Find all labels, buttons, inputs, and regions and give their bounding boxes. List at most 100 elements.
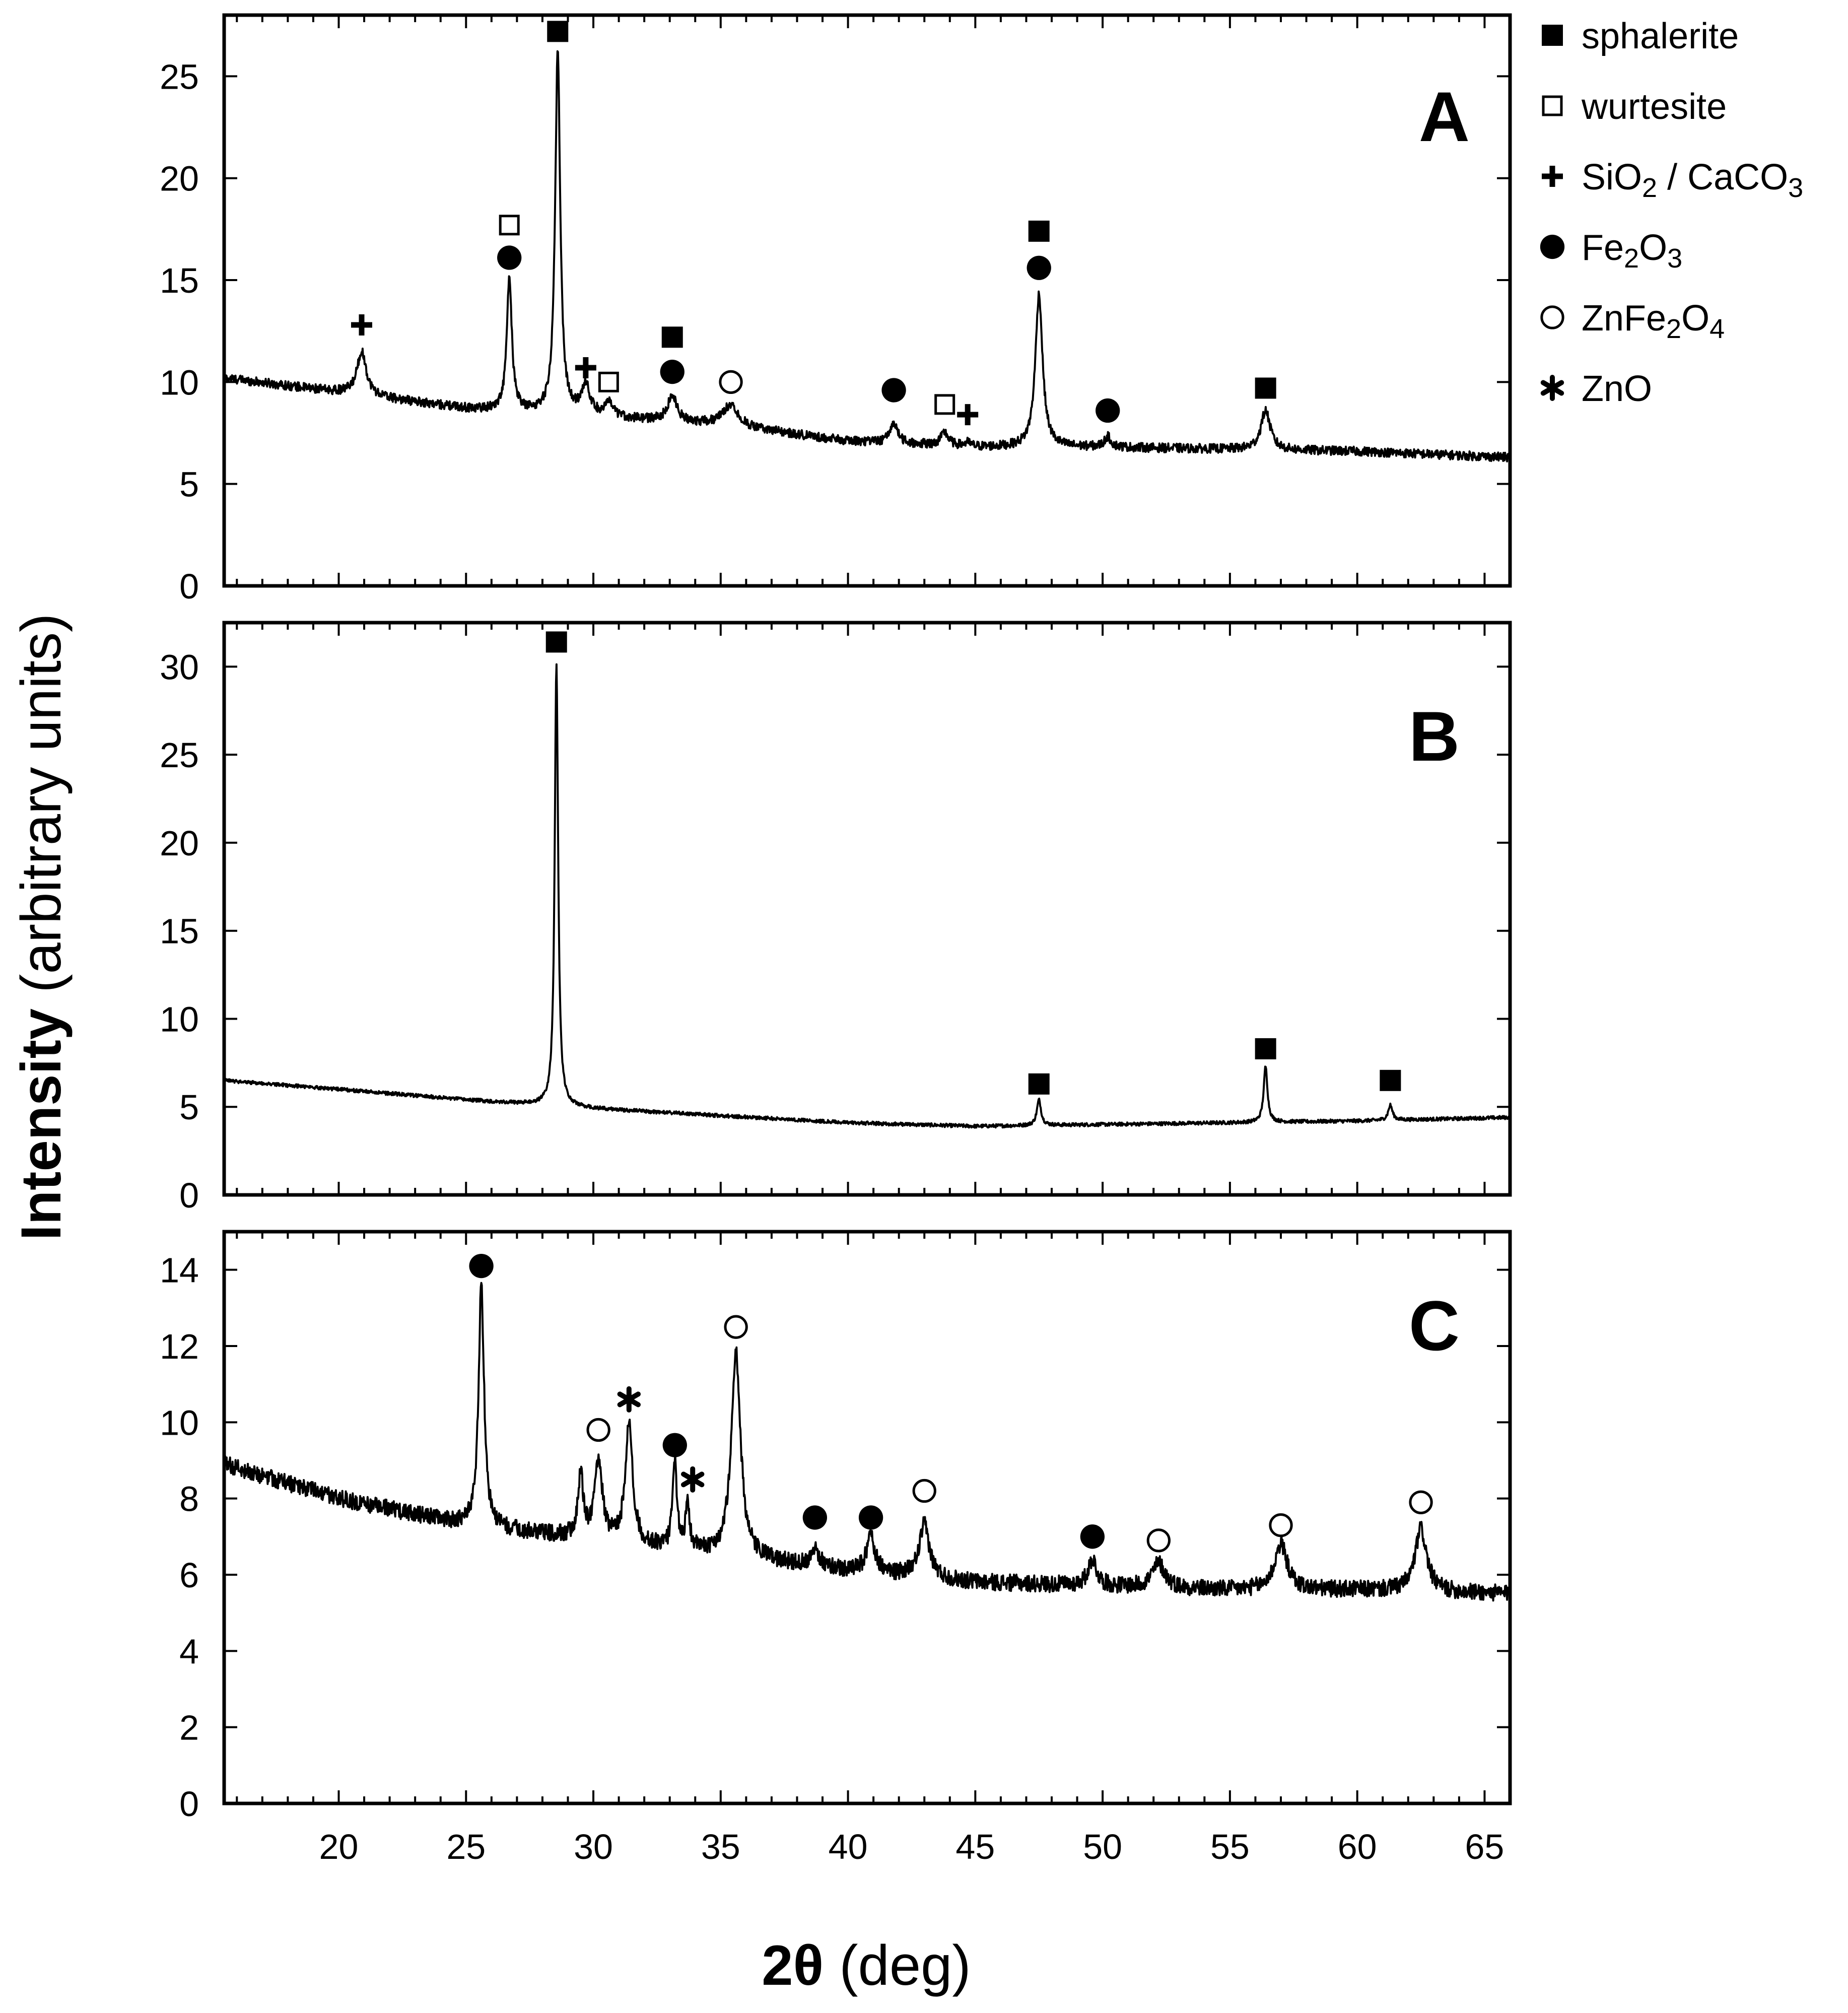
panel-b: 0 5 10 15 20 25 30 B <box>160 621 1512 1215</box>
x-tick-label: 30 <box>574 1827 613 1866</box>
legend-item: wurtesite <box>1542 87 1727 127</box>
x-axis-title-rest: (deg) <box>824 1934 971 1997</box>
phase-marker-open-circle <box>1146 1528 1171 1553</box>
y-tick-label: 25 <box>160 57 199 96</box>
y-tick-label: 6 <box>179 1556 199 1595</box>
phase-marker-plus <box>575 357 596 379</box>
phase-marker-open-circle <box>586 1418 610 1442</box>
legend-subscript: 2 <box>1624 243 1639 274</box>
phase-marker-plus <box>351 314 372 336</box>
y-tick-label: 0 <box>179 1176 199 1215</box>
phase-marker-filled-circle <box>802 1505 828 1530</box>
legend-text-part: O <box>1681 298 1709 339</box>
panel-c: 0 2 4 6 8 10 12 14 20 25 30 35 40 45 50 55 60 65 C <box>160 1230 1512 1866</box>
phase-marker-open-circle <box>724 1315 748 1339</box>
x-tick-label: 45 <box>955 1827 995 1866</box>
spectrum-line <box>223 1282 1511 1602</box>
legend-symbol-open-circle <box>1540 305 1564 329</box>
plot-frame <box>222 1230 1512 1805</box>
y-tick-label: 15 <box>160 261 199 300</box>
x-tick-label: 40 <box>829 1827 868 1866</box>
y-tick-label: 20 <box>160 824 199 863</box>
y-tick-label: 20 <box>160 159 199 198</box>
phase-marker-plus <box>957 404 979 426</box>
panels-group: 0 5 10 15 20 25 A 0 5 10 15 20 25 30 B 0 2 4 6 8 10 12 14 20 25 3… <box>160 13 1512 1866</box>
y-tick-label: 14 <box>160 1251 199 1290</box>
phase-marker-open-square <box>934 394 955 415</box>
x-tick-label: 60 <box>1338 1827 1377 1866</box>
y-tick-label: 15 <box>160 912 199 951</box>
phase-marker-filled-circle <box>1026 255 1051 280</box>
legend-text-part: ZnO <box>1582 369 1652 409</box>
phase-marker-open-circle <box>1409 1490 1433 1514</box>
legend-symbol-open-square <box>1542 95 1563 116</box>
legend-subscript: 4 <box>1709 314 1725 344</box>
legend-symbol-filled-square <box>1542 25 1563 46</box>
legend-text-part: / CaCO <box>1657 157 1788 197</box>
y-axis-title: Intensity (arbitrary units) <box>10 614 73 1241</box>
legend-text-part: Fe <box>1582 228 1624 268</box>
x-tick-label: 25 <box>446 1827 486 1866</box>
phase-marker-filled-circle <box>858 1505 883 1530</box>
x-axis-title: 2θ (deg) <box>762 1934 971 1997</box>
panel-a: 0 5 10 15 20 25 A <box>160 13 1512 606</box>
y-tick-label: 2 <box>179 1708 199 1748</box>
y-tick-label: 5 <box>179 465 199 504</box>
phase-marker-filled-circle <box>497 245 522 270</box>
legend-symbol-plus <box>1542 166 1563 187</box>
phase-marker-filled-square <box>545 631 567 653</box>
legend-subscript: 3 <box>1667 243 1682 274</box>
phase-marker-filled-square <box>1028 220 1050 242</box>
legend-symbol-asterisk <box>1540 375 1564 401</box>
legend-text-part: ZnFe <box>1582 298 1666 339</box>
x-tick-label: 35 <box>701 1827 740 1866</box>
legend-text-part: SiO <box>1582 157 1642 197</box>
y-tick-label: 10 <box>160 1403 199 1442</box>
y-tick-label: 5 <box>179 1088 199 1127</box>
x-tick-label: 20 <box>319 1827 359 1866</box>
phase-marker-open-square <box>598 371 619 392</box>
legend-item: ZnO <box>1540 369 1652 409</box>
x-tick-label: 55 <box>1210 1827 1250 1866</box>
phase-marker-filled-circle <box>1096 398 1120 423</box>
y-tick-label: 10 <box>160 999 199 1039</box>
phase-marker-filled-circle <box>660 359 685 384</box>
phase-marker-filled-square <box>661 326 683 348</box>
spectrum-line <box>223 663 1511 1129</box>
legend-item: sphalerite <box>1542 16 1739 56</box>
plot-frame <box>222 13 1512 588</box>
panel-letter: B <box>1409 697 1460 776</box>
legend-label: sphalerite <box>1582 16 1739 56</box>
legend-text-part: O <box>1639 228 1667 268</box>
legend-label: Fe2O3 <box>1582 228 1682 274</box>
y-tick-label: 12 <box>160 1327 199 1366</box>
legend-item: SiO2 / CaCO3 <box>1542 157 1803 203</box>
phase-marker-asterisk <box>681 1466 705 1493</box>
phase-marker-open-square <box>499 215 520 236</box>
phase-marker-open-circle <box>719 370 743 394</box>
panel-letter: A <box>1419 77 1470 156</box>
phase-marker-filled-square <box>1380 1069 1401 1091</box>
y-tick-label: 8 <box>179 1480 199 1519</box>
y-axis-title-bold: Intensity <box>10 1009 73 1241</box>
panel-letter: C <box>1409 1286 1460 1365</box>
legend-subscript: 2 <box>1666 314 1681 344</box>
y-tick-label: 10 <box>160 363 199 402</box>
phase-marker-filled-circle <box>881 378 906 402</box>
phase-marker-filled-square <box>1255 377 1276 399</box>
phase-marker-asterisk <box>617 1386 641 1413</box>
legend-subscript: 3 <box>1788 173 1803 203</box>
legend-label: wurtesite <box>1581 87 1727 127</box>
y-tick-label: 25 <box>160 735 199 775</box>
x-tick-label: 65 <box>1465 1827 1504 1866</box>
x-tick-label: 50 <box>1083 1827 1122 1866</box>
phase-marker-open-circle <box>1269 1513 1293 1537</box>
legend-label: SiO2 / CaCO3 <box>1582 157 1803 203</box>
phase-marker-filled-square <box>1028 1073 1050 1095</box>
spectrum-line <box>223 50 1511 462</box>
phase-marker-filled-circle <box>469 1253 494 1279</box>
y-tick-label: 4 <box>179 1632 199 1671</box>
legend-item: ZnFe2O4 <box>1540 298 1725 344</box>
